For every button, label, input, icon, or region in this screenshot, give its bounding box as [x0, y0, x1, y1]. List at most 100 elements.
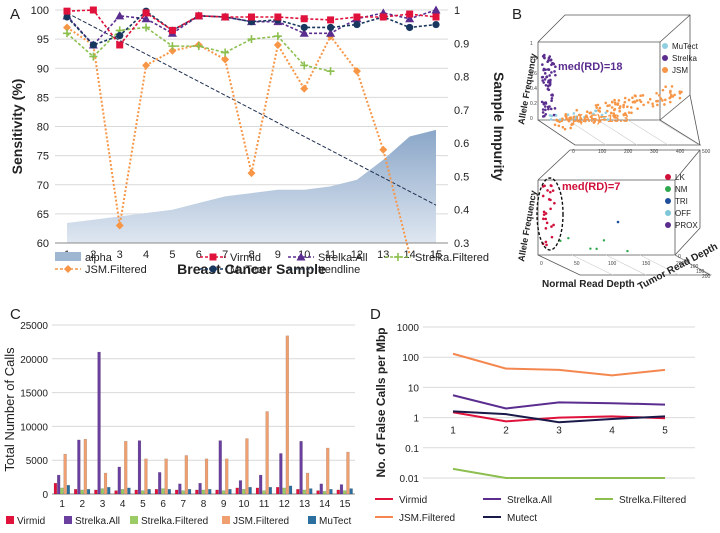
point-strelka-filtered	[194, 42, 203, 51]
point-strelka-top	[546, 87, 550, 91]
point-strelka-top	[548, 74, 551, 77]
bar-strelka-all	[158, 472, 162, 495]
x-tick-label: 4	[120, 499, 126, 510]
bar-mutect	[127, 487, 131, 495]
point-strelka-top	[551, 93, 554, 96]
legend-label-strelka-filtered: Strelka.Filtered	[415, 252, 489, 264]
x-tick-label: 2	[80, 499, 86, 510]
point-mutect-top	[600, 113, 604, 117]
bottom-z-tick: 50	[684, 259, 690, 265]
point-lk	[542, 210, 546, 214]
bar-mutect	[349, 488, 353, 495]
y-tick-label: 0	[42, 490, 48, 501]
point-strelka-top	[550, 71, 553, 74]
point-strelka-top	[542, 81, 545, 84]
y2-tick-label: 0.7	[454, 105, 469, 117]
point-jsm-filtered	[352, 67, 361, 76]
point-mutect-top	[604, 111, 608, 115]
point-jsm-top	[638, 98, 642, 102]
point-jsm-top	[627, 98, 631, 102]
point-strelka-top	[544, 83, 548, 87]
point-jsm-top	[577, 120, 581, 123]
y-tick-label: 10000	[20, 422, 48, 433]
point-jsm-filtered	[273, 40, 282, 49]
point-virmid	[406, 10, 414, 18]
line-strelka-filtered	[452, 467, 665, 479]
bar-virmid	[74, 489, 78, 495]
bottom-z-tick: 0	[678, 254, 681, 260]
point-mutect	[89, 41, 97, 49]
bar-virmid	[114, 490, 118, 495]
bottom-floor-grid	[605, 254, 647, 276]
legend-dot-nm	[665, 186, 671, 192]
point-jsm-top	[568, 116, 571, 120]
line-jsm-filtered	[452, 352, 666, 377]
bar-strelka-filtered	[343, 490, 347, 495]
point-nm	[559, 239, 562, 243]
bar-mutect	[187, 489, 192, 495]
bar-virmid	[336, 489, 340, 495]
point-virmid	[209, 253, 217, 261]
bar-mutect	[309, 488, 313, 495]
point-strelka-top	[548, 105, 551, 108]
point-mutect-top	[549, 118, 553, 121]
bar-virmid	[154, 489, 159, 495]
point-jsm-top	[594, 118, 597, 122]
x-tick-label: 15	[430, 249, 442, 261]
point-jsm-top	[583, 117, 587, 121]
bar-mutect	[107, 487, 111, 495]
bar-strelka-filtered	[100, 488, 104, 495]
point-lk	[549, 207, 552, 211]
top-y-tick: 0	[530, 116, 533, 122]
bar-virmid	[175, 489, 179, 495]
bottom-z-tick: 150	[696, 269, 705, 275]
x-tick-label: 15	[339, 499, 351, 510]
y-tick-label: 95	[37, 34, 49, 46]
point-jsm-filtered	[300, 84, 309, 93]
y2-tick-label: 0.5	[454, 171, 469, 183]
point-lk	[542, 217, 545, 221]
line-strelka-all	[66, 9, 437, 47]
point-jsm-filtered	[379, 145, 388, 154]
legend-label-strelka-all: Strelka.All	[75, 516, 120, 527]
point-strelka-top	[541, 115, 545, 118]
bar-mutect	[167, 489, 171, 495]
y-tick-label: 75	[37, 151, 49, 163]
panel-label-a: A	[10, 6, 21, 23]
x-tick-label: 4	[143, 249, 149, 261]
point-jsm-top	[557, 124, 561, 128]
point-jsm-top	[633, 94, 637, 97]
point-strelka-top	[552, 113, 556, 117]
point-jsm-top	[639, 94, 642, 98]
top-y-tick: 0.4	[530, 86, 537, 92]
x-axis-title: Breast Cancer Sample	[177, 261, 326, 277]
bar-strelka-all	[218, 440, 222, 495]
point-jsm-top	[678, 92, 682, 95]
point-jsm-top	[629, 106, 633, 109]
point-lk	[549, 198, 552, 202]
point-lk	[552, 223, 555, 227]
point-strelka-top	[540, 100, 544, 104]
bar-jsm-filtered	[103, 472, 108, 495]
point-strelka-top	[553, 107, 557, 110]
point-strelka-top	[544, 68, 547, 71]
bottom-floor-grid	[673, 254, 713, 276]
bar-strelka-all	[97, 351, 101, 495]
x-tick-label: 2	[90, 249, 96, 261]
point-jsm-top	[631, 96, 634, 100]
point-jsm-top	[561, 125, 565, 129]
x-tick-label: 13	[377, 249, 389, 261]
bar-jsm-filtered	[346, 451, 350, 495]
top-y-tick: 1	[530, 41, 533, 47]
y-tick-label: 20000	[20, 355, 48, 366]
point-mutect-top	[550, 114, 554, 118]
top-x-tick: 400	[676, 149, 685, 155]
y2-tick-label: 0.6	[454, 138, 469, 150]
legend-label-mutect: MuTect	[672, 42, 699, 51]
point-jsm-top	[646, 101, 650, 104]
point-jsm-top	[589, 115, 593, 119]
line-mutect	[452, 410, 666, 424]
point-virmid	[63, 7, 71, 15]
